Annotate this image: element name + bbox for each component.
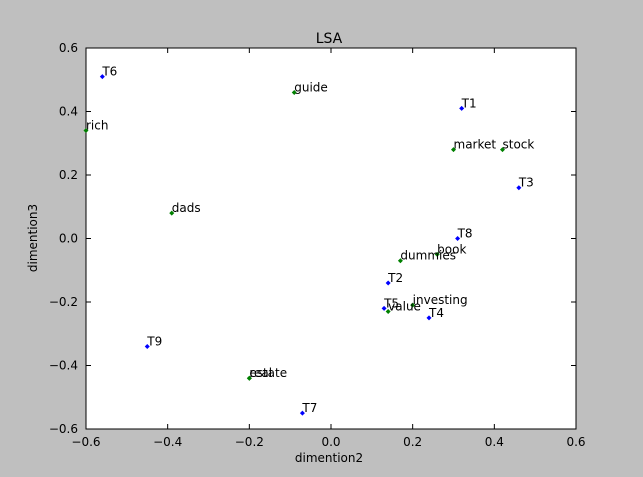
point: [381, 305, 387, 311]
point-label: T4: [428, 306, 444, 320]
point: [426, 315, 432, 321]
point-label: T9: [146, 334, 162, 348]
y-tick-label: 0.6: [59, 41, 78, 55]
point: [385, 309, 391, 315]
point: [99, 74, 105, 80]
y-tick-label: −0.2: [49, 295, 78, 309]
x-tick-label: −0.6: [71, 435, 100, 449]
point: [291, 89, 297, 95]
x-axis-label: dimention2: [295, 451, 363, 465]
point-label: T7: [301, 401, 317, 415]
point: [169, 210, 175, 216]
point-label: guide: [294, 80, 328, 94]
point-label: estate: [249, 366, 287, 380]
point: [451, 147, 456, 153]
point: [299, 410, 305, 416]
point-label: T3: [518, 176, 534, 190]
y-tick-label: −0.4: [49, 359, 78, 373]
y-tick-label: −0.6: [49, 422, 78, 436]
point-label: investing: [413, 293, 468, 307]
point: [516, 185, 522, 191]
point-label: real: [249, 366, 272, 380]
point-label: book: [437, 242, 466, 256]
plot-area: [85, 47, 577, 430]
point-label: dummies: [400, 249, 456, 263]
point-label: rich: [86, 119, 108, 133]
point-label: market: [454, 138, 497, 152]
y-tick-label: 0.4: [59, 105, 78, 119]
point: [144, 343, 150, 349]
point-label: T6: [101, 65, 117, 79]
point: [397, 258, 403, 264]
point: [246, 375, 252, 381]
point: [83, 128, 89, 134]
point-label: value: [388, 300, 421, 314]
x-tick-label: −0.4: [153, 435, 182, 449]
x-tick-label: 0.2: [403, 435, 422, 449]
point-label: T5: [383, 296, 399, 310]
chart-title: LSA: [316, 31, 343, 47]
x-tick-label: 0.0: [321, 435, 340, 449]
y-tick-label: 0.0: [59, 232, 78, 246]
point-label: T8: [457, 227, 473, 241]
point-label: T2: [387, 271, 403, 285]
y-tick-label: 0.2: [59, 168, 78, 182]
point: [455, 236, 461, 241]
point: [385, 280, 391, 286]
x-tick-label: −0.2: [235, 435, 264, 449]
y-axis-label: dimention3: [26, 204, 40, 272]
x-tick-label: 0.6: [566, 435, 585, 449]
point: [410, 302, 416, 308]
point-label: dads: [172, 201, 201, 215]
point-label: stock: [503, 138, 535, 152]
point: [434, 251, 440, 257]
x-tick-label: 0.4: [485, 435, 504, 449]
point-label: T1: [461, 96, 477, 110]
point: [459, 105, 465, 111]
point: [500, 147, 505, 153]
